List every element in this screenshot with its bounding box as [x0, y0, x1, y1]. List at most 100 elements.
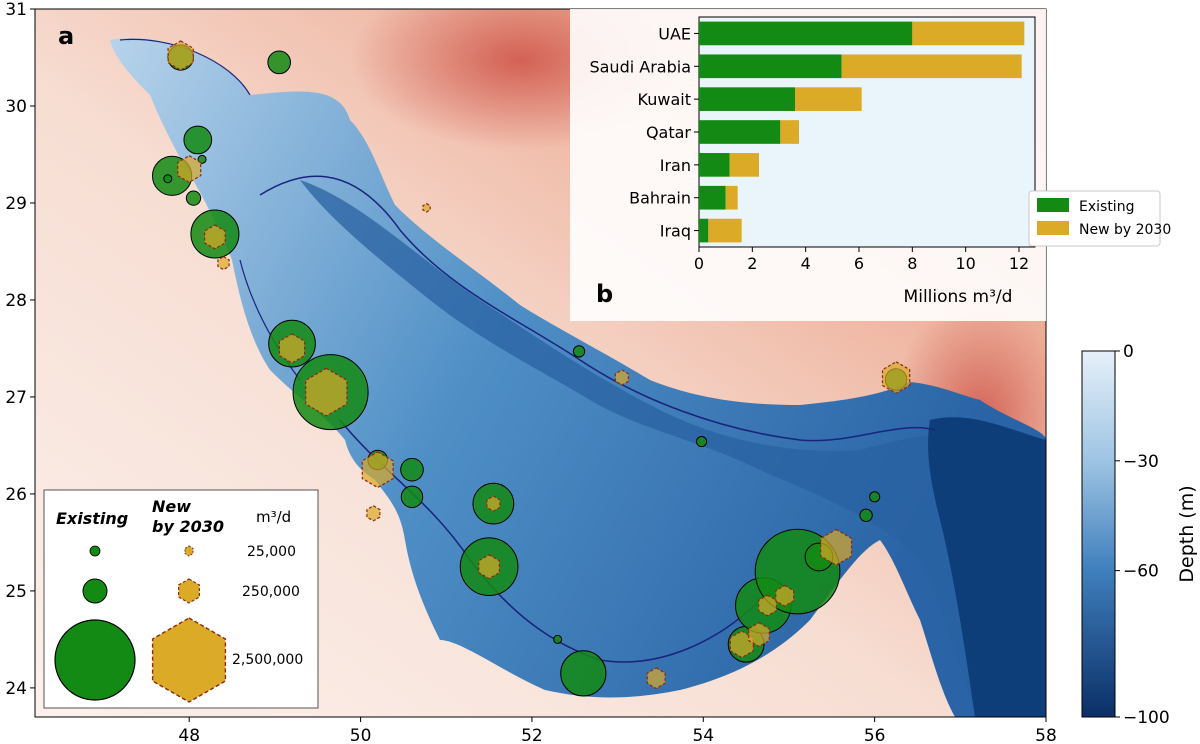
map-frame [34, 8, 1047, 718]
new-plant-marker [167, 40, 194, 71]
y-tick-label: 24 [5, 679, 27, 699]
legend-existing-large [54, 619, 136, 701]
legend-existing-small [89, 545, 101, 557]
legend-unit-label: m³/d [256, 508, 291, 526]
bar-new-by-2030 [795, 87, 862, 111]
y-tick-label: 30 [5, 97, 27, 117]
y-tick-label: 25 [5, 582, 27, 602]
x-tick-label: 2 [747, 254, 757, 273]
legend-row-value: 2,500,000 [232, 652, 303, 668]
x-tick-label: 6 [854, 254, 864, 273]
legend-existing-label: Existing [56, 509, 128, 528]
bar-existing [699, 153, 730, 177]
colorbar-label: Depth (m) [1176, 485, 1198, 582]
new-plant-marker [646, 667, 666, 690]
bar-existing [699, 87, 795, 111]
panel-b-label: b [596, 280, 613, 308]
y-tick-label: 29 [5, 194, 27, 214]
new-plant-marker [486, 495, 501, 512]
legend-series-label: New by 2030 [1079, 222, 1171, 238]
new-plant-marker [820, 528, 853, 566]
y-tick-label: 26 [5, 485, 27, 505]
y-tick-label: 31 [5, 0, 27, 20]
new-plant-marker [881, 361, 911, 394]
x-tick-label: 52 [521, 726, 543, 744]
x-tick-label: 54 [692, 726, 714, 744]
existing-plant-marker [185, 190, 202, 206]
category-label: UAE [658, 24, 691, 43]
legend-swatch-new [1037, 221, 1069, 235]
x-tick-label: 12 [1009, 254, 1029, 273]
colorbar-tick-label: −60 [1123, 562, 1159, 582]
existing-plant-marker [400, 457, 424, 482]
y-tick-label: 28 [5, 291, 27, 311]
bar-existing [699, 54, 842, 79]
existing-plant-marker [560, 650, 607, 697]
desalination-plants [151, 40, 911, 697]
new-plant-marker [478, 554, 500, 580]
bar-existing [699, 21, 913, 46]
colorbar-tick-label: 0 [1123, 342, 1134, 362]
bar-new-by-2030 [708, 218, 742, 243]
legend-series-label: Existing [1079, 199, 1134, 215]
category-label: Bahrain [629, 189, 691, 208]
bar-existing [699, 120, 781, 144]
legend-row-value: 250,000 [242, 584, 300, 600]
colorbar-gradient [1081, 350, 1116, 718]
new-plant-marker [204, 224, 226, 250]
category-label: Iran [660, 156, 691, 175]
category-label: Saudi Arabia [589, 57, 691, 76]
legend-new-large [151, 617, 227, 703]
x-tick-label: 4 [801, 254, 811, 273]
existing-plant-marker [859, 508, 873, 522]
new-plant-marker [422, 202, 431, 213]
existing-plant-marker [572, 345, 586, 358]
legend-new-label: New [152, 497, 191, 516]
legend-new-small [184, 545, 194, 557]
x-tick-label: 50 [350, 726, 372, 744]
colorbar-ticks: 0 −30 −60 −100 [1115, 342, 1170, 728]
new-plant-marker [729, 630, 754, 659]
x-tick-label: 58 [1035, 726, 1057, 744]
legend-new-label: by 2030 [152, 517, 224, 536]
x-axis-label: Millions m³/d [904, 287, 1013, 307]
new-plant-marker [366, 505, 381, 522]
existing-plant-marker [869, 491, 881, 503]
panel-a-label: a [58, 22, 74, 50]
legend-row-value: 25,000 [247, 544, 296, 560]
bar-new-by-2030 [725, 185, 738, 210]
new-plant-marker [217, 255, 230, 271]
colorbar-tick-label: −30 [1123, 452, 1159, 472]
category-label: Kuwait [638, 90, 691, 109]
bar-new-by-2030 [912, 21, 1025, 46]
category-label: Qatar [646, 123, 691, 142]
existing-plant-marker [553, 634, 563, 644]
new-plant-marker [177, 155, 202, 183]
hormuz-deep-water [928, 417, 1046, 717]
new-plant-marker [305, 367, 348, 417]
bar-existing [699, 218, 709, 243]
x-tick-label: 0 [694, 254, 704, 273]
existing-plant-marker [183, 125, 213, 155]
legend-swatch-existing [1037, 198, 1069, 212]
existing-plant-marker [163, 174, 173, 184]
new-plant-marker [748, 622, 770, 648]
depth-contour [339, 419, 761, 663]
colorbar-tick-label: −100 [1123, 708, 1170, 728]
legend-existing-medium [82, 578, 108, 604]
new-plant-marker [775, 584, 795, 607]
depth-contour [259, 175, 936, 442]
existing-plant-marker [400, 485, 424, 509]
depth-colorbar: 0 −30 −60 −100 Depth (m) [1081, 342, 1198, 728]
new-plant-marker [614, 369, 630, 386]
y-tick-label: 27 [5, 388, 27, 408]
existing-plant-marker [696, 435, 708, 448]
x-tick-label: 8 [907, 254, 917, 273]
category-label: Iraq [660, 222, 691, 241]
x-tick-label: 10 [955, 254, 975, 273]
existing-plant-marker [267, 50, 291, 75]
bar-new-by-2030 [729, 153, 759, 177]
bar-new-by-2030 [841, 54, 1022, 79]
